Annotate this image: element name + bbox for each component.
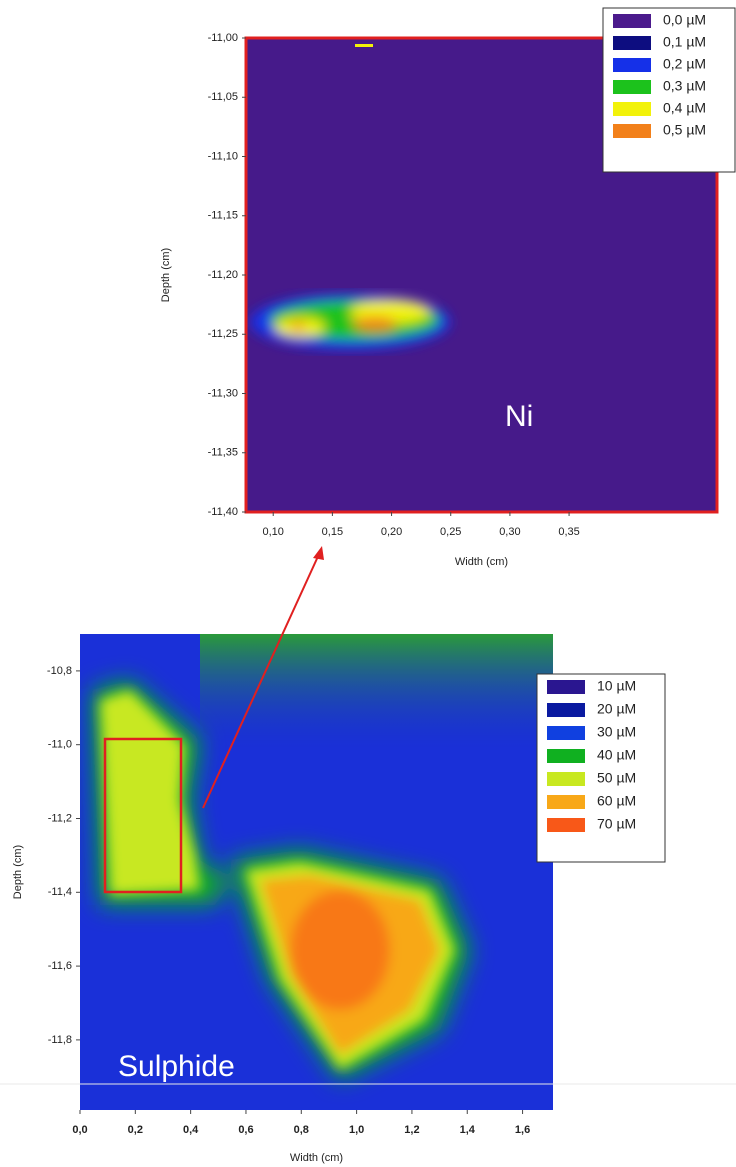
- legend-label: 0,5 µM: [663, 122, 706, 138]
- legend-swatch: [547, 703, 585, 717]
- legend-swatch: [613, 36, 651, 50]
- legend-swatch: [547, 818, 585, 832]
- legend-swatch: [547, 726, 585, 740]
- x-tick-label: 1,6: [515, 1124, 530, 1136]
- x-tick-label: 0,10: [263, 526, 284, 538]
- y-tick-label: -11,4: [48, 886, 72, 898]
- legend-swatch: [613, 102, 651, 116]
- y-tick-label: -11,20: [208, 269, 238, 281]
- y-tick-label: -11,15: [208, 210, 238, 222]
- sulphide-heatmap: [80, 634, 553, 1110]
- y-tick-label: -11,05: [208, 91, 238, 103]
- legend-swatch: [613, 14, 651, 28]
- x-tick-label: 0,35: [558, 526, 579, 538]
- y-tick-label: -11,0: [48, 739, 72, 751]
- y-tick-label: -11,2: [48, 812, 72, 824]
- x-tick-label: 0,4: [183, 1124, 199, 1136]
- legend-label: 60 µM: [597, 793, 636, 809]
- legend-label: 10 µM: [597, 678, 636, 694]
- x-tick-label: 1,4: [460, 1124, 476, 1136]
- legend-label: 0,0 µM: [663, 12, 706, 28]
- legend-swatch: [547, 795, 585, 809]
- y-tick-label: -11,30: [208, 387, 238, 399]
- x-tick-label: 0,25: [440, 526, 461, 538]
- legend-label: 0,3 µM: [663, 78, 706, 94]
- x-axis-label: Width (cm): [455, 556, 508, 568]
- legend-label: 30 µM: [597, 724, 636, 740]
- annotation: Ni: [505, 400, 533, 433]
- zoom-arrow-head: [313, 546, 324, 560]
- zoom-arrow: [202, 551, 321, 809]
- legend-label: 20 µM: [597, 701, 636, 717]
- x-tick-label: 0,30: [499, 526, 520, 538]
- y-tick-label: -10,8: [47, 665, 72, 677]
- legend-swatch: [613, 124, 651, 138]
- y-tick-label: -11,00: [208, 32, 238, 44]
- x-tick-label: 0,15: [322, 526, 343, 538]
- legend-swatch: [613, 80, 651, 94]
- y-tick-label: -11,8: [48, 1034, 72, 1046]
- x-tick-label: 0,0: [72, 1124, 87, 1136]
- legend-label: 0,2 µM: [663, 56, 706, 72]
- annotation: Sulphide: [118, 1050, 235, 1083]
- x-axis-label: Width (cm): [290, 1152, 343, 1164]
- y-axis-label: Depth (cm): [12, 845, 24, 899]
- y-tick-label: -11,35: [208, 447, 238, 459]
- x-tick-label: 1,2: [404, 1124, 419, 1136]
- y-tick-label: -11,40: [208, 506, 238, 518]
- legend-label: 70 µM: [597, 816, 636, 832]
- x-tick-label: 0,2: [128, 1124, 143, 1136]
- legend-swatch: [613, 58, 651, 72]
- legend-label: 0,1 µM: [663, 34, 706, 50]
- x-tick-label: 0,20: [381, 526, 402, 538]
- y-axis-label: Depth (cm): [160, 248, 172, 302]
- legend-swatch: [547, 680, 585, 694]
- legend-label: 40 µM: [597, 747, 636, 763]
- x-tick-label: 0,8: [294, 1124, 309, 1136]
- x-tick-label: 1,0: [349, 1124, 364, 1136]
- legend-label: 50 µM: [597, 770, 636, 786]
- legend-label: 0,4 µM: [663, 100, 706, 116]
- y-tick-label: -11,10: [208, 150, 238, 162]
- y-tick-label: -11,6: [48, 960, 72, 972]
- legend-swatch: [547, 749, 585, 763]
- y-tick-label: -11,25: [208, 328, 238, 340]
- zoom-box: [103, 737, 183, 894]
- x-tick-label: 0,6: [238, 1124, 253, 1136]
- legend-swatch: [547, 772, 585, 786]
